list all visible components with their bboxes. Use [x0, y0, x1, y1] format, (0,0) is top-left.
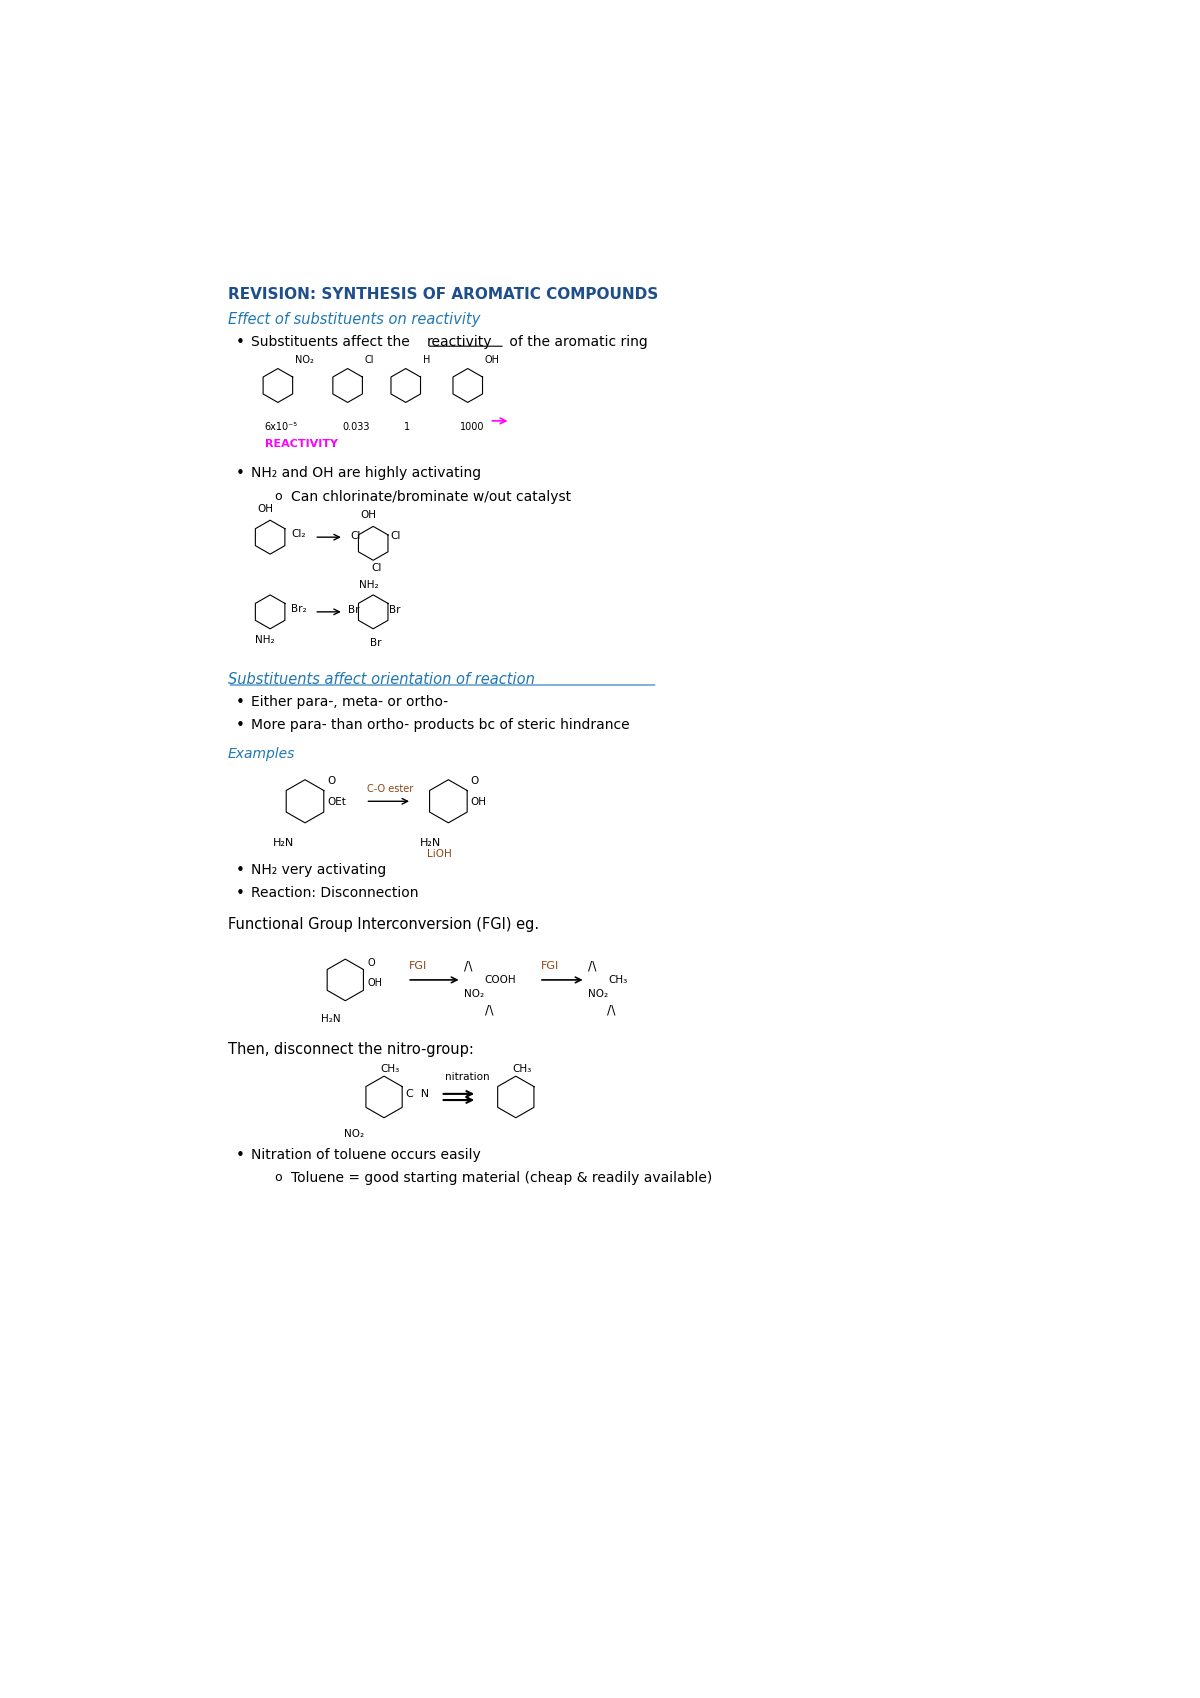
- Text: /\: /\: [464, 959, 473, 973]
- Text: H₂N: H₂N: [420, 839, 440, 849]
- Text: nitration: nitration: [444, 1071, 490, 1082]
- Text: Either para-, meta- or ortho-: Either para-, meta- or ortho-: [251, 694, 448, 710]
- Text: OH: OH: [361, 509, 377, 520]
- Text: C  N: C N: [406, 1088, 428, 1099]
- Text: •: •: [235, 1148, 244, 1163]
- Text: Cl: Cl: [365, 355, 374, 365]
- Text: Br: Br: [389, 604, 401, 615]
- Text: REACTIVITY: REACTIVITY: [265, 440, 337, 450]
- Text: NO₂: NO₂: [464, 990, 484, 998]
- Text: •: •: [235, 863, 244, 878]
- Text: •: •: [235, 694, 244, 710]
- Text: 0.033: 0.033: [342, 423, 370, 433]
- Text: 1000: 1000: [460, 423, 485, 433]
- Text: Reaction: Disconnection: Reaction: Disconnection: [251, 886, 419, 900]
- Text: OH: OH: [485, 355, 500, 365]
- Text: CH₃: CH₃: [608, 975, 628, 985]
- Text: NH₂ very activating: NH₂ very activating: [251, 863, 386, 876]
- Text: Br: Br: [370, 638, 382, 647]
- Text: REVISION: SYNTHESIS OF AROMATIC COMPOUNDS: REVISION: SYNTHESIS OF AROMATIC COMPOUND…: [228, 287, 658, 302]
- Text: •: •: [235, 335, 244, 350]
- Text: CH₃: CH₃: [380, 1065, 400, 1073]
- Text: NO₂: NO₂: [295, 355, 314, 365]
- Text: Functional Group Interconversion (FGI) eg.: Functional Group Interconversion (FGI) e…: [228, 917, 539, 932]
- Text: o: o: [274, 491, 282, 503]
- Text: of the aromatic ring: of the aromatic ring: [505, 335, 648, 348]
- Text: Br₂: Br₂: [292, 604, 307, 613]
- Text: LiOH: LiOH: [427, 849, 452, 859]
- Text: •: •: [235, 718, 244, 734]
- Text: H₂N: H₂N: [272, 839, 294, 849]
- Text: H₂N: H₂N: [320, 1014, 340, 1024]
- Text: Cl: Cl: [372, 564, 382, 572]
- Text: Br: Br: [348, 604, 359, 615]
- Text: C-O ester: C-O ester: [367, 783, 413, 793]
- Text: Substituents affect the: Substituents affect the: [251, 335, 414, 348]
- Text: Then, disconnect the nitro-group:: Then, disconnect the nitro-group:: [228, 1041, 473, 1056]
- Text: /\: /\: [485, 1004, 493, 1015]
- Text: O: O: [367, 958, 374, 968]
- Text: OH: OH: [470, 798, 487, 808]
- Text: NO₂: NO₂: [588, 990, 608, 998]
- Text: COOH: COOH: [485, 975, 516, 985]
- Text: 1: 1: [404, 423, 410, 433]
- Text: NO₂: NO₂: [343, 1129, 364, 1139]
- Text: Toluene = good starting material (cheap & readily available): Toluene = good starting material (cheap …: [292, 1172, 713, 1185]
- Text: O: O: [328, 776, 336, 786]
- Text: 6x10⁻⁵: 6x10⁻⁵: [265, 423, 298, 433]
- Text: FGI: FGI: [409, 961, 427, 971]
- Text: Examples: Examples: [228, 747, 295, 761]
- Text: •: •: [235, 886, 244, 902]
- Text: /\: /\: [588, 959, 596, 973]
- Text: o: o: [274, 1172, 282, 1184]
- Text: H: H: [422, 355, 430, 365]
- Text: Cl: Cl: [350, 531, 360, 540]
- Text: NH₂ and OH are highly activating: NH₂ and OH are highly activating: [251, 465, 481, 479]
- Text: Effect of substituents on reactivity: Effect of substituents on reactivity: [228, 311, 480, 326]
- Text: NH₂: NH₂: [359, 581, 379, 591]
- Text: Nitration of toluene occurs easily: Nitration of toluene occurs easily: [251, 1148, 480, 1161]
- Text: More para- than ortho- products bc of steric hindrance: More para- than ortho- products bc of st…: [251, 718, 629, 732]
- Text: CH₃: CH₃: [512, 1065, 532, 1073]
- Text: O: O: [470, 776, 479, 786]
- Text: Substituents affect orientation of reaction: Substituents affect orientation of react…: [228, 672, 534, 688]
- Text: Cl: Cl: [390, 531, 401, 540]
- Text: NH₂: NH₂: [254, 635, 275, 645]
- Text: FGI: FGI: [541, 961, 559, 971]
- Text: OEt: OEt: [328, 798, 347, 808]
- Text: /\: /\: [607, 1004, 616, 1015]
- Text: OH: OH: [367, 978, 382, 988]
- Text: •: •: [235, 465, 244, 481]
- Text: Can chlorinate/brominate w/out catalyst: Can chlorinate/brominate w/out catalyst: [292, 491, 571, 504]
- Text: Cl₂: Cl₂: [292, 530, 306, 538]
- Text: OH: OH: [257, 504, 272, 514]
- Text: reactivity: reactivity: [427, 335, 492, 348]
